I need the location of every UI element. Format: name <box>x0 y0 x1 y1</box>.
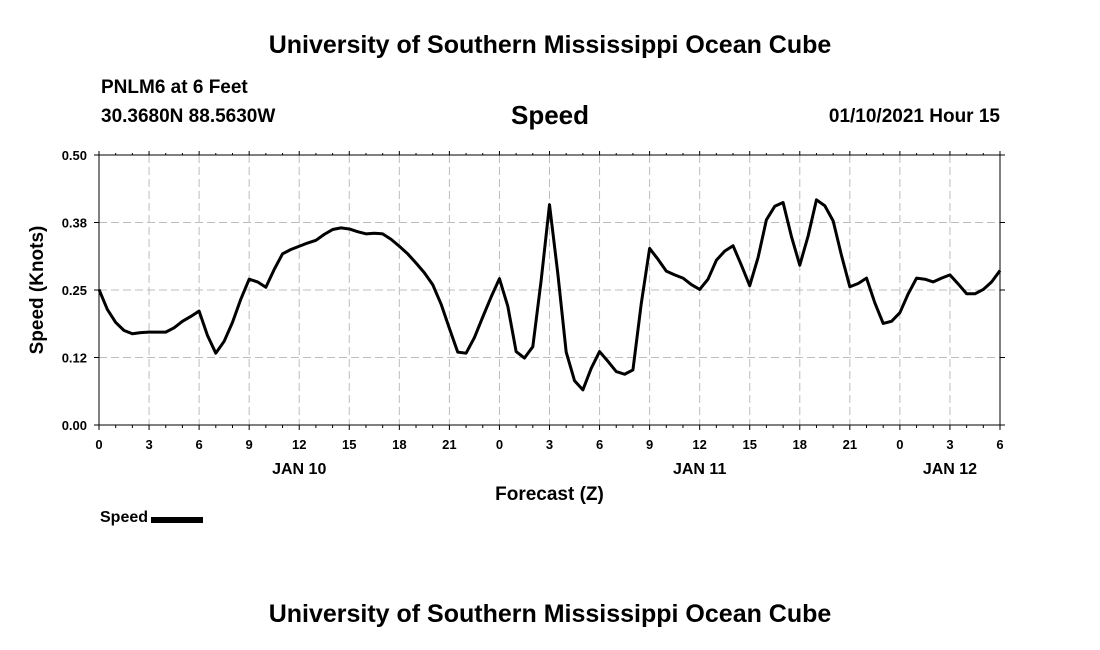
x-tick-label: 3 <box>946 437 953 452</box>
x-tick-label: 0 <box>496 437 503 452</box>
chart-title: University of Southern Mississippi Ocean… <box>268 31 832 59</box>
date-label: JAN 12 <box>923 461 977 478</box>
station-label: PNLM6 at 6 Feet <box>101 77 248 98</box>
x-tick-label: 6 <box>996 437 1003 452</box>
date-labels: JAN 10 JAN 11 JAN 12 <box>272 461 977 478</box>
x-tick-label: 15 <box>342 437 356 452</box>
legend: Speed <box>100 509 204 527</box>
y-tick-label: 0.00 <box>62 418 87 433</box>
x-tick-label: 18 <box>793 437 807 452</box>
x-tick-label: 12 <box>692 437 706 452</box>
variable-subtitle: Speed <box>510 100 590 130</box>
x-tick-label: 18 <box>392 437 406 452</box>
x-tick-label: 21 <box>442 437 456 452</box>
y-tick-label: 0.12 <box>62 351 87 366</box>
x-tick-label: 6 <box>596 437 603 452</box>
datetime-label: 01/10/2021 Hour 15 <box>828 106 1000 127</box>
legend-label: Speed <box>100 509 149 526</box>
x-tick-label: 15 <box>742 437 756 452</box>
x-tick-label: 0 <box>896 437 903 452</box>
grid-lines <box>99 155 1000 425</box>
y-axis-ticks: 0.00 0.12 0.25 0.38 0.50 <box>62 148 1005 433</box>
y-tick-label: 0.38 <box>62 216 87 231</box>
x-tick-label: 3 <box>145 437 152 452</box>
x-tick-label: 9 <box>246 437 253 452</box>
x-tick-label: 6 <box>195 437 202 452</box>
y-tick-label: 0.50 <box>62 148 87 163</box>
x-tick-label: 3 <box>546 437 553 452</box>
x-tick-label: 0 <box>95 437 102 452</box>
x-tick-label: 9 <box>646 437 653 452</box>
x-tick-label: 21 <box>843 437 857 452</box>
y-tick-label: 0.25 <box>62 283 87 298</box>
plot-frame <box>98 154 1001 426</box>
speed-series-line <box>97 198 1002 392</box>
legend-swatch <box>151 517 204 523</box>
x-tick-label: 12 <box>292 437 306 452</box>
x-axis-title: Forecast (Z) <box>495 484 604 505</box>
y-axis-title: Speed (Knots) <box>27 226 48 355</box>
footer-title: University of Southern Mississippi Ocean… <box>268 600 832 628</box>
coordinates-label: 30.3680N 88.5630W <box>101 106 276 127</box>
date-label: JAN 11 <box>673 461 726 478</box>
date-label: JAN 10 <box>272 461 326 478</box>
